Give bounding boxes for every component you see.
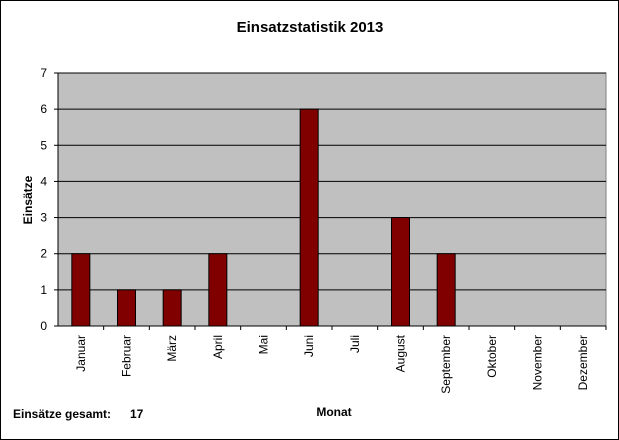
y-tick-label: 4 — [40, 174, 47, 188]
x-tick-label: Juli — [348, 335, 362, 353]
gridlines — [58, 72, 606, 291]
bars — [71, 108, 456, 327]
x-axis-label: Monat — [316, 405, 351, 419]
bar-august — [391, 217, 410, 327]
y-tick-labels: 0 1 2 3 4 5 6 7 — [40, 66, 47, 333]
bar-februar — [117, 289, 136, 327]
y-tick-label: 5 — [40, 138, 47, 152]
axes — [54, 72, 607, 330]
chart-title: Einsatzstatistik 2013 — [237, 19, 384, 36]
total-value: 17 — [130, 407, 144, 421]
x-tick-label: Januar — [74, 335, 88, 372]
y-tick-label: 7 — [40, 66, 47, 80]
x-tick-label: Juni — [302, 335, 316, 357]
y-tick-label: 2 — [40, 247, 47, 261]
x-tick-label: Februar — [120, 335, 134, 377]
x-tick-label: März — [165, 335, 179, 362]
bar-mrz — [162, 289, 182, 327]
x-tick-label: Dezember — [576, 335, 590, 390]
x-tick-label: August — [394, 334, 408, 372]
bar-september — [436, 253, 456, 327]
bar-januar — [71, 253, 91, 327]
y-tick-label: 6 — [40, 102, 47, 116]
y-tick-label: 3 — [40, 211, 47, 225]
x-tick-label: April — [211, 335, 225, 359]
y-tick-label: 1 — [40, 283, 47, 297]
x-tick-label: November — [531, 335, 545, 390]
bar-juni — [299, 108, 319, 327]
x-tick-label: Mai — [257, 335, 271, 354]
plot-area — [57, 72, 607, 327]
total-label: Einsätze gesamt: — [13, 407, 111, 421]
x-tick-labels: Januar Februar März April Mai Juni Juli August S… — [74, 334, 590, 393]
x-tick-label: September — [439, 335, 453, 394]
x-tick-label: Oktober — [485, 335, 499, 378]
y-tick-label: 0 — [40, 319, 47, 333]
bar-april — [208, 253, 228, 327]
y-axis-label: Einsätze — [21, 175, 35, 224]
